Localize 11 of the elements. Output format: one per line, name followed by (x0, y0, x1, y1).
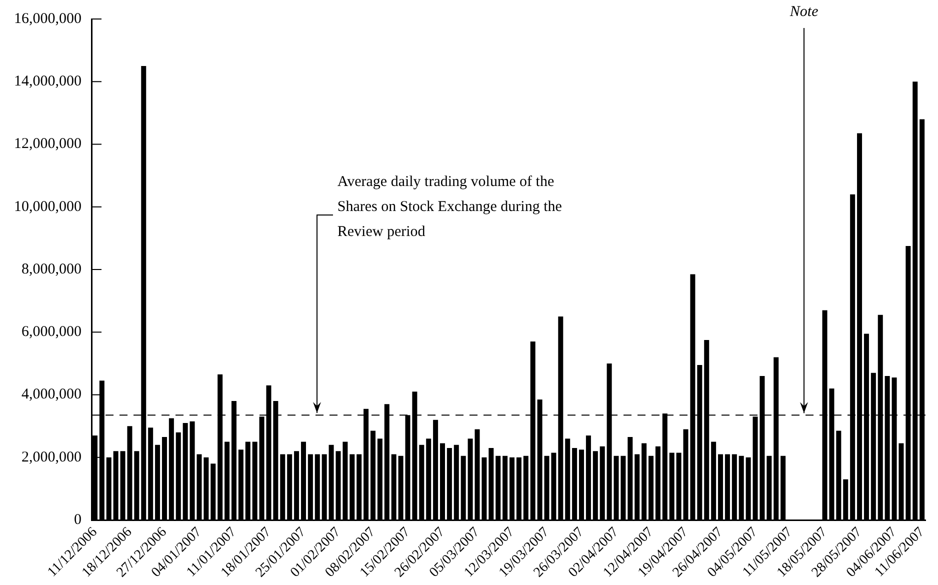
y-tick-label: 6,000,000 (22, 324, 82, 340)
y-tick-label: 16,000,000 (14, 10, 82, 27)
ref-line-label: Average daily trading volume of the Shares on Stock Exchange during the Review period (337, 173, 563, 242)
y-tick-label: 4,000,000 (22, 386, 82, 403)
y-tick-label: 10,000,000 (14, 198, 82, 215)
y-tick-label: 2,000,000 (22, 449, 82, 466)
y-tick-label: 0 (74, 512, 82, 528)
annotation: Note (790, 3, 818, 22)
y-tick-label: 12,000,000 (14, 136, 82, 152)
y-tick-label: 14,000,000 (14, 74, 82, 90)
y-tick-label: 8,000,000 (22, 261, 82, 278)
